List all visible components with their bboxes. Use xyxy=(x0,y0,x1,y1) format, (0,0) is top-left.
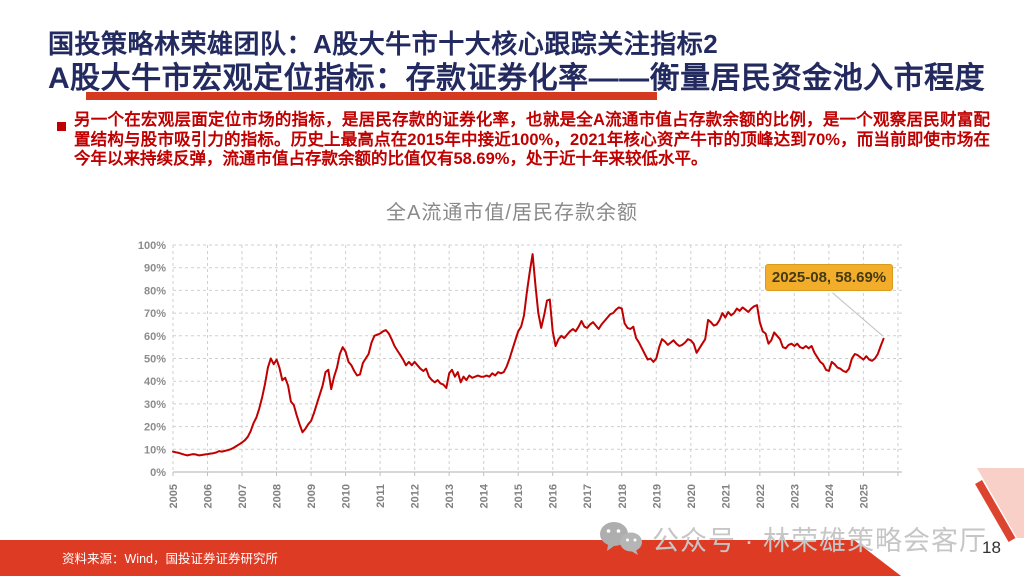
footer-source: 资料来源：Wind，国投证券证券研究所 xyxy=(62,552,278,566)
gridlines xyxy=(172,244,902,476)
y-tick-label: 70% xyxy=(144,308,166,320)
watermark-text: 公众号 · 林荣雄策略会客厅 xyxy=(652,525,987,556)
x-tick-label: 2010 xyxy=(341,484,353,508)
x-tick-label: 2011 xyxy=(375,484,387,508)
x-tick-label: 2025 xyxy=(858,484,870,508)
line-chart: 0% 10% 20% 30% 40% 50% 60% 70% 80% 90% 100% 2005 200… xyxy=(138,240,902,508)
watermark: 公众号 · 林荣雄策略会客厅 xyxy=(598,518,987,558)
annotation-leader-line xyxy=(832,292,883,337)
x-tick-label: 2021 xyxy=(720,484,732,508)
x-tick-label: 2016 xyxy=(548,484,560,508)
y-tick-label: 50% xyxy=(144,354,166,366)
x-tick-label: 2023 xyxy=(789,484,801,508)
title-line-2: A股大牛市宏观定位指标：存款证券化率——衡量居民资金池入市程度 xyxy=(48,62,986,95)
deposit-securitization-line xyxy=(172,253,885,457)
title-line-1: 国投策略林荣雄团队：A股大牛市十大核心跟踪关注指标2 xyxy=(48,29,719,59)
x-tick-label: 2007 xyxy=(237,484,249,508)
x-tick-label: 2013 xyxy=(444,484,456,508)
chart-title: 全A流通市值/居民存款余额 xyxy=(386,202,638,224)
page-number: 18 xyxy=(982,538,1001,557)
x-tick-label: 2017 xyxy=(582,484,594,508)
bullet-square-icon xyxy=(57,122,66,131)
footer-band xyxy=(0,540,902,576)
wechat-icon xyxy=(600,522,642,555)
y-tick-label: 0% xyxy=(150,467,166,479)
x-tick-label: 2005 xyxy=(168,484,180,508)
y-tick-label: 100% xyxy=(138,240,166,252)
y-tick-label: 30% xyxy=(144,399,166,411)
x-tick-label: 2024 xyxy=(824,483,836,508)
x-tick-label: 2020 xyxy=(686,484,698,508)
y-tick-label: 40% xyxy=(144,376,166,388)
x-tick-label: 2015 xyxy=(513,484,525,508)
y-tick-label: 10% xyxy=(144,444,166,456)
y-tick-label: 90% xyxy=(144,263,166,275)
x-tick-label: 2006 xyxy=(203,484,215,508)
x-tick-label: 2008 xyxy=(272,484,284,508)
annotation-callout: 2025-08, 58.69% xyxy=(765,264,893,291)
y-tick-label: 60% xyxy=(144,331,166,343)
title-underline xyxy=(86,92,657,100)
x-tick-label: 2014 xyxy=(479,483,491,508)
x-tick-label: 2012 xyxy=(410,484,422,508)
body-paragraph: 另一个在宏观层面定位市场的指标，是居民存款的证券化率，也就是全A流通市值占存款余… xyxy=(74,111,990,168)
x-tick-label: 2009 xyxy=(306,484,318,508)
x-tick-label: 2018 xyxy=(617,484,629,508)
y-tick-label: 20% xyxy=(144,422,166,434)
y-tick-label: 80% xyxy=(144,285,166,297)
x-tick-label: 2022 xyxy=(755,484,767,508)
axis-labels: 0% 10% 20% 30% 40% 50% 60% 70% 80% 90% 100% 2005 200… xyxy=(138,240,871,508)
x-tick-label: 2019 xyxy=(651,484,663,508)
